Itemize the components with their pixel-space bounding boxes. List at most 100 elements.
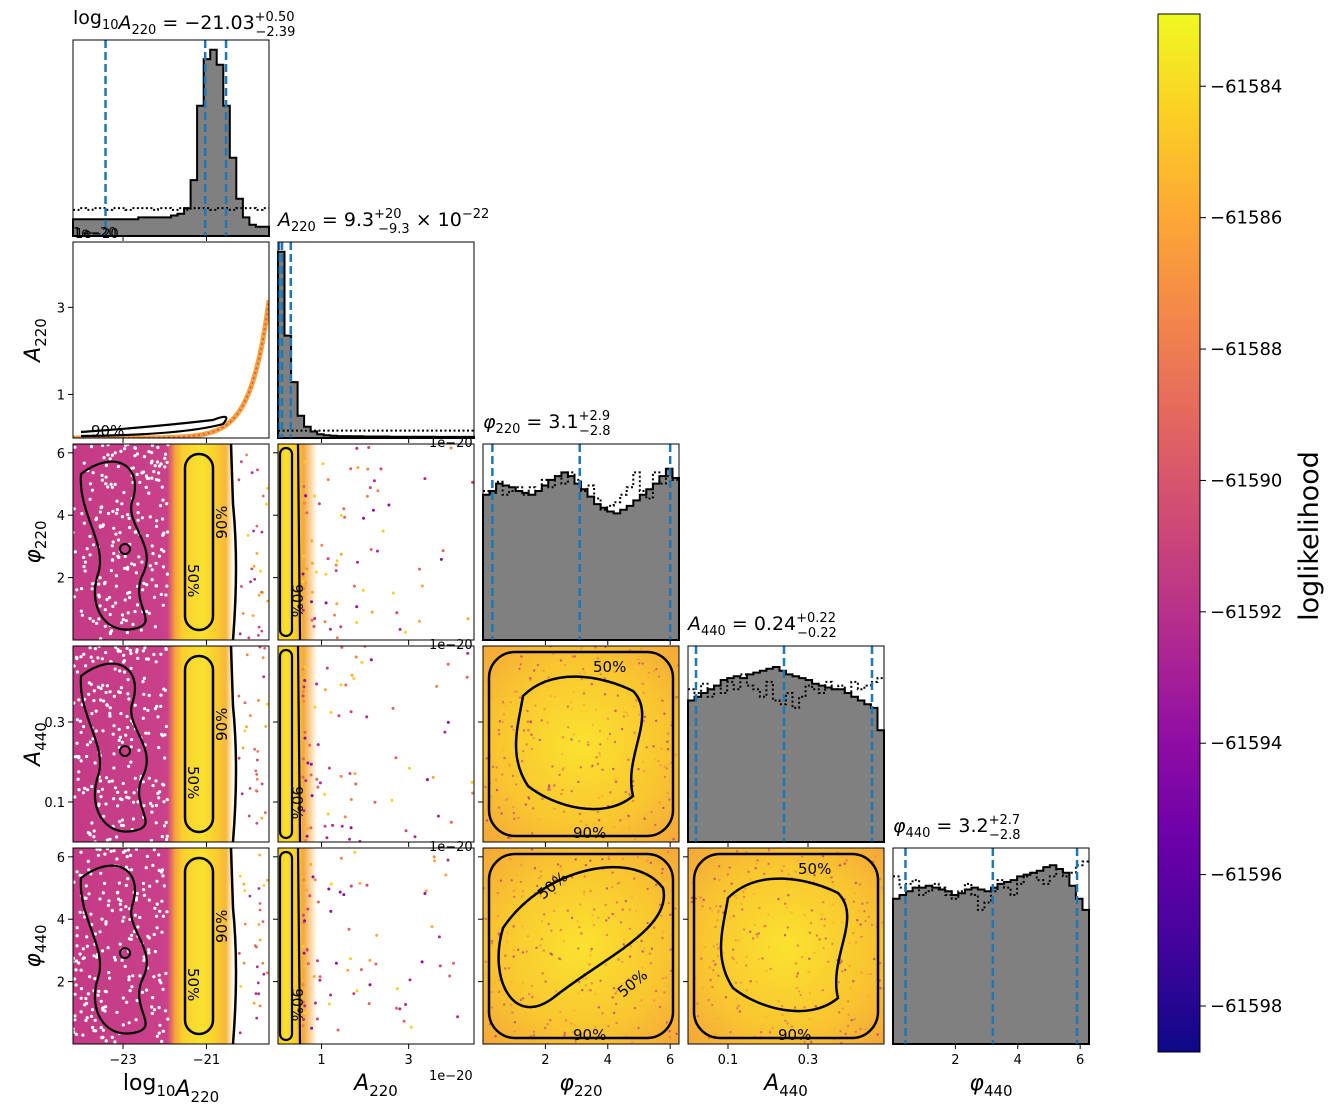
contour-label-90: 90% — [778, 1026, 811, 1044]
x-tick-label: 2 — [541, 1053, 549, 1068]
colorbar-tick-label: −61584 — [1210, 76, 1282, 97]
title-1: A220 = 9.3+20 −9.3 × 10−22 — [276, 207, 489, 237]
colorbar-tick-label: −61588 — [1210, 339, 1282, 360]
x-tick-label: 4 — [1014, 1053, 1022, 1068]
panel-frame — [277, 847, 475, 1045]
y-tick-label: 2 — [57, 572, 65, 587]
density-fill — [73, 646, 269, 842]
y-tick-label: 6 — [57, 851, 65, 866]
contour-label-90: 90% — [573, 1026, 606, 1044]
contour-50 — [719, 877, 849, 1013]
contour-label-50: 50% — [184, 766, 202, 799]
y-axis-label-3: A440 — [21, 722, 50, 768]
colorbar — [1157, 13, 1201, 1053]
contour-label-50: 50% — [184, 564, 202, 597]
x-tick-label: 6 — [666, 1053, 674, 1068]
panel-frame — [482, 847, 680, 1045]
contour-label-90: 90% — [288, 786, 306, 819]
posterior-histogram — [687, 666, 885, 843]
prior-histogram — [73, 207, 269, 211]
density-fill — [483, 848, 679, 1044]
posterior-histogram — [482, 467, 680, 641]
contour-90 — [487, 650, 675, 838]
axis-offset-text: 1e−20 — [73, 226, 117, 241]
density-fill — [278, 848, 474, 1044]
y-tick-label: 4 — [57, 509, 65, 524]
contour-50 — [278, 446, 294, 638]
contour-line — [80, 415, 228, 438]
axis-offset-text: 1e−20 — [429, 436, 473, 451]
contour-90-left — [79, 662, 148, 833]
contour-label-90: 90% — [288, 584, 306, 617]
panel-1-2: 90% — [277, 443, 475, 641]
contour-label-50: 50% — [798, 860, 831, 878]
x-axis-label-3: A440 — [762, 1071, 808, 1100]
x-tick-label: 2 — [951, 1053, 959, 1068]
contour-label-50: 50% — [593, 658, 626, 676]
title-0: log10A220 = −21.03+0.50 −2.39 — [73, 7, 295, 40]
panel-frame — [72, 645, 270, 843]
panel-frame — [72, 241, 270, 439]
density-fill — [483, 646, 679, 842]
hist-panel-3 — [687, 645, 885, 843]
y-axis-label-4: φ440 — [21, 924, 50, 967]
contour-label-90: 90% — [213, 910, 231, 943]
density-fill — [278, 646, 474, 842]
y-tick-label: 2 — [57, 976, 65, 991]
panel-2-4: 50%50%90% — [482, 847, 680, 1045]
panel-frame — [277, 241, 475, 439]
contour-90 — [487, 852, 675, 1040]
panel-2-3: 50% 90% — [482, 645, 680, 843]
posterior-histogram — [892, 864, 1090, 1045]
colorbar-tick-label: −61596 — [1210, 865, 1282, 886]
panel-3-4: 50% 90% — [687, 847, 885, 1045]
y-tick-label: 1 — [57, 388, 65, 403]
scatter-curve — [73, 299, 269, 438]
contour-90-right — [229, 646, 238, 842]
contour-label-50: 50% — [184, 968, 202, 1001]
contour-50 — [514, 675, 644, 811]
panel-frame — [72, 443, 270, 641]
x-tick-label: 0.1 — [718, 1053, 739, 1068]
y-tick-label: 0.3 — [44, 716, 65, 731]
hist-panel-4 — [892, 847, 1090, 1045]
x-axis-label-4: φ440 — [969, 1071, 1012, 1100]
posterior-histogram — [72, 48, 270, 237]
panel-0-1: 90% — [72, 241, 270, 439]
hist-panel-1 — [277, 241, 475, 439]
posterior-histogram — [277, 250, 475, 439]
y-axis-label-2: φ220 — [21, 520, 50, 563]
panel-0-4: 50% 90% — [72, 847, 270, 1045]
axis-offset-text: 1e−20 — [429, 638, 473, 653]
contour-50 — [497, 866, 666, 1009]
contour-50 — [183, 856, 215, 1036]
contour-label-90: 90% — [573, 824, 606, 842]
density-fill — [278, 444, 474, 640]
x-tick-label: 1 — [317, 1053, 325, 1068]
panel-0-3: 50% 90% — [72, 645, 270, 843]
contour-50 — [183, 654, 215, 834]
prior-histogram — [483, 471, 679, 511]
hist-panel-0 — [72, 39, 270, 237]
x-tick-label: 0.3 — [798, 1053, 819, 1068]
panel-frame — [892, 847, 1090, 1045]
contour-90-left — [79, 460, 148, 631]
contour-90-right — [229, 444, 238, 640]
y-tick-label: 0.1 — [44, 796, 65, 811]
colorbar-tick-label: −61586 — [1210, 208, 1282, 229]
x-tick-label: −21 — [193, 1053, 220, 1068]
x-tick-label: −23 — [109, 1053, 136, 1068]
x-axis-label-2: φ220 — [559, 1071, 602, 1100]
axis-offset-text: 1e−20 — [429, 840, 473, 855]
contour-label-90: 90% — [213, 506, 231, 539]
x-axis-label-0: log10A220 — [123, 1071, 219, 1106]
contour-50 — [183, 452, 215, 632]
contour-90-left — [79, 864, 148, 1035]
panel-frame — [277, 443, 475, 641]
panel-1-3: 90% — [277, 645, 475, 843]
contour-label-90: 90% — [288, 988, 306, 1021]
contour-90 — [296, 848, 302, 1044]
prior-histogram — [893, 860, 1089, 911]
panel-frame — [687, 645, 885, 843]
hist-panel-2 — [482, 443, 680, 641]
